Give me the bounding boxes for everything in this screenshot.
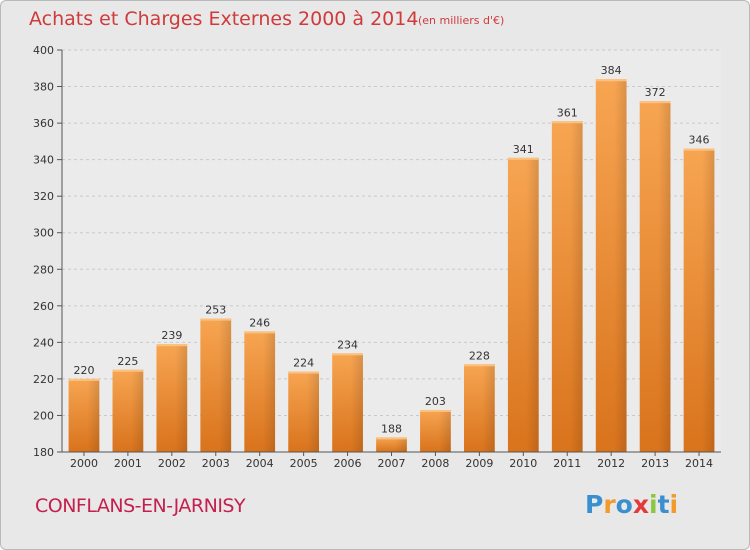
x-tick-label-2014: 2014 bbox=[685, 457, 713, 470]
value-label-2000: 220 bbox=[73, 364, 94, 377]
value-label-2001: 225 bbox=[117, 355, 138, 368]
chart-subtitle: (en milliers d'€) bbox=[418, 14, 505, 27]
value-label-2005: 224 bbox=[293, 357, 314, 370]
value-label-2007: 188 bbox=[381, 422, 402, 435]
y-tick-label: 260 bbox=[33, 300, 54, 313]
chart-title: Achats et Charges Externes 2000 à 2014 bbox=[29, 8, 419, 30]
bar-top-2010 bbox=[507, 157, 539, 160]
bar-top-2009 bbox=[463, 364, 495, 367]
y-tick-label: 320 bbox=[33, 190, 54, 203]
bar-shade-2010 bbox=[526, 157, 539, 453]
value-label-2013: 372 bbox=[645, 86, 666, 99]
value-label-2010: 341 bbox=[513, 143, 534, 156]
y-tick-label: 200 bbox=[33, 409, 54, 422]
y-tick-label: 220 bbox=[33, 373, 54, 386]
bar-top-2005 bbox=[288, 371, 320, 374]
y-tick-label: 180 bbox=[33, 446, 54, 459]
value-label-2003: 253 bbox=[205, 304, 226, 317]
y-tick-label: 300 bbox=[33, 227, 54, 240]
value-label-2009: 228 bbox=[469, 349, 490, 362]
x-tick-label-2007: 2007 bbox=[378, 457, 406, 470]
bar-shade-2008 bbox=[438, 409, 451, 452]
bar-shade-2013 bbox=[658, 101, 671, 452]
x-tick-label-2008: 2008 bbox=[421, 457, 449, 470]
logo-letter: P bbox=[585, 490, 604, 519]
place-name: CONFLANS-EN-JARNISY bbox=[35, 495, 246, 517]
x-tick-label-2005: 2005 bbox=[290, 457, 318, 470]
bar-top-2002 bbox=[156, 344, 188, 347]
y-tick-label: 400 bbox=[33, 44, 54, 57]
x-tick-label-2011: 2011 bbox=[553, 457, 581, 470]
logo-letter: t bbox=[657, 490, 670, 519]
value-label-2014: 346 bbox=[689, 134, 710, 147]
bar-top-2014 bbox=[683, 148, 715, 151]
bar-shade-2007 bbox=[394, 437, 407, 452]
logo-letter: r bbox=[603, 490, 616, 519]
value-label-2004: 246 bbox=[249, 316, 270, 329]
x-tick-label-2002: 2002 bbox=[158, 457, 186, 470]
logo-letter: x bbox=[632, 490, 649, 519]
value-label-2002: 239 bbox=[161, 329, 182, 342]
proxiti-logo[interactable]: Proxiti bbox=[585, 490, 678, 519]
logo-letter: o bbox=[615, 490, 633, 519]
bar-shade-2003 bbox=[218, 318, 232, 452]
y-tick-label: 240 bbox=[33, 336, 54, 349]
bar-top-2004 bbox=[244, 331, 276, 334]
y-tick-label: 380 bbox=[33, 81, 54, 94]
logo-letter: i bbox=[649, 490, 658, 519]
bar-top-2012 bbox=[595, 79, 627, 82]
y-tick-label: 360 bbox=[33, 117, 54, 130]
bar-top-2001 bbox=[112, 369, 144, 372]
y-tick-label: 340 bbox=[33, 154, 54, 167]
bar-shade-2006 bbox=[350, 353, 363, 452]
bar-shade-2004 bbox=[262, 331, 276, 452]
x-tick-label-2012: 2012 bbox=[597, 457, 625, 470]
bar-shade-2012 bbox=[614, 79, 627, 453]
x-tick-label-2004: 2004 bbox=[246, 457, 274, 470]
x-tick-label-2006: 2006 bbox=[334, 457, 362, 470]
y-tick-label: 280 bbox=[33, 263, 54, 276]
x-tick-label-2009: 2009 bbox=[465, 457, 493, 470]
bar-top-2008 bbox=[420, 409, 451, 412]
bar-top-2011 bbox=[551, 121, 583, 124]
value-label-2012: 384 bbox=[601, 64, 622, 77]
x-tick-label-2003: 2003 bbox=[202, 457, 230, 470]
bar-top-2000 bbox=[68, 378, 100, 381]
bar-shade-2009 bbox=[482, 364, 495, 452]
bar-shade-2002 bbox=[174, 344, 188, 452]
bar-shade-2014 bbox=[702, 148, 715, 452]
bar-top-2006 bbox=[332, 353, 363, 356]
x-tick-label-2000: 2000 bbox=[70, 457, 98, 470]
logo-letter: i bbox=[669, 490, 679, 519]
x-tick-label-2001: 2001 bbox=[114, 457, 142, 470]
bar-shade-2005 bbox=[306, 371, 320, 452]
bar-top-2003 bbox=[200, 318, 232, 321]
value-label-2011: 361 bbox=[557, 106, 578, 119]
value-label-2006: 234 bbox=[337, 338, 358, 351]
bar-shade-2001 bbox=[130, 369, 144, 452]
bar-shade-2011 bbox=[570, 121, 583, 452]
x-tick-label-2013: 2013 bbox=[641, 457, 669, 470]
bar-top-2013 bbox=[639, 101, 671, 104]
x-tick-label-2010: 2010 bbox=[509, 457, 537, 470]
bar-top-2007 bbox=[376, 437, 407, 440]
bar-shade-2000 bbox=[87, 378, 100, 452]
value-label-2008: 203 bbox=[425, 395, 446, 408]
